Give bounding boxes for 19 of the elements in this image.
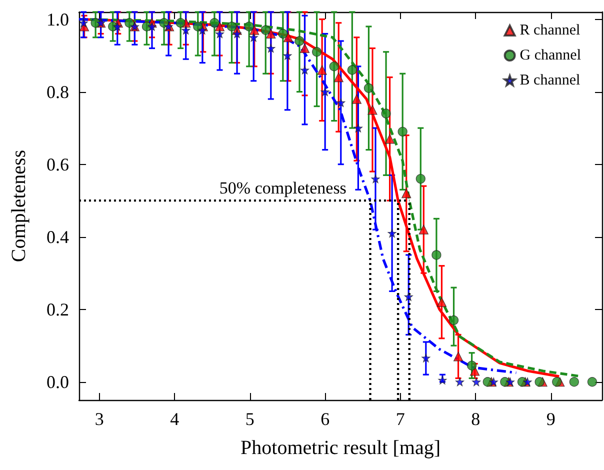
legend-label: B channel <box>520 72 580 88</box>
x-axis-title: Photometric result [mag] <box>240 437 440 459</box>
x-tick-label: 5 <box>245 409 254 429</box>
y-tick-label: 1.0 <box>46 9 69 30</box>
y-tick-label: 0.6 <box>46 154 69 174</box>
legend-label: G channel <box>520 48 582 64</box>
annotation: 50% completeness <box>219 178 346 198</box>
y-tick-label: 0.8 <box>46 82 69 102</box>
y-axis-title: Completeness <box>8 150 30 262</box>
x-tick-label: 8 <box>471 409 480 429</box>
legend-label: R channel <box>520 22 580 38</box>
y-tick-label: 0.0 <box>46 372 69 392</box>
y-tick-label: 0.4 <box>46 226 69 247</box>
x-tick-label: 9 <box>546 409 556 429</box>
x-tick-label: 4 <box>170 409 180 429</box>
y-tick-label: 0.2 <box>46 299 69 320</box>
x-tick-label: 6 <box>320 409 330 429</box>
x-tick-label: 3 <box>94 409 104 429</box>
x-tick-label: 7 <box>396 409 405 429</box>
